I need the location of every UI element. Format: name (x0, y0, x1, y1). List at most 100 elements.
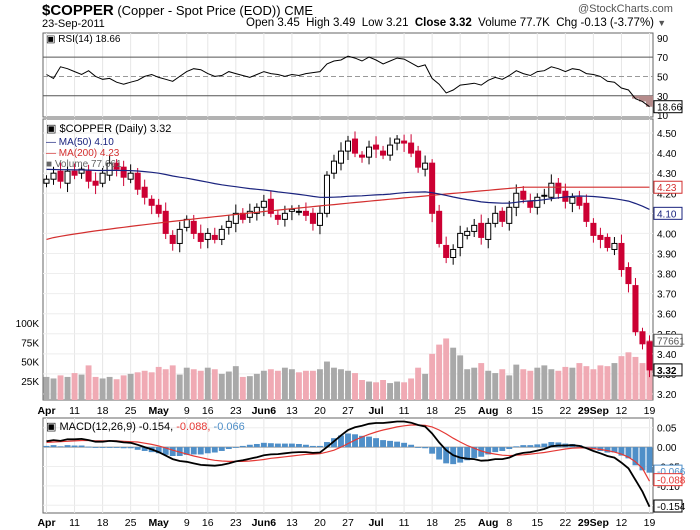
price-tick-label: 3.60 (657, 310, 677, 321)
svg-text:18.66: 18.66 (657, 103, 682, 114)
volume-bar (513, 364, 520, 400)
x-axis-label: 18 (97, 405, 109, 417)
candle-body (337, 150, 345, 164)
volume-bar (366, 381, 372, 400)
macd-histogram-bar (309, 445, 316, 448)
candle-body (597, 234, 604, 240)
high-value: 3.49 (332, 17, 356, 29)
candle-body (436, 210, 443, 244)
price-tick-label: 3.70 (657, 290, 677, 301)
macd-histogram-bar (267, 443, 274, 448)
x-axis-label: 25 (454, 405, 466, 417)
macd-histogram-bar (520, 445, 527, 448)
x-axis-label-bottom: Aug (478, 517, 498, 529)
candle-body (485, 222, 492, 240)
macd-histogram-bar (513, 446, 520, 448)
volume-label: Volume (478, 17, 517, 29)
candle-body (197, 232, 204, 242)
macd-histogram-bar (457, 447, 464, 463)
candle-body (176, 228, 183, 244)
macd-histogram-bar (155, 447, 162, 454)
macd-histogram-bar (338, 435, 344, 448)
macd-histogram-bar (253, 443, 260, 448)
x-axis-label-bottom: 16 (202, 517, 214, 529)
volume-bar (359, 380, 365, 400)
ma200-last-value: 4.23 (653, 180, 683, 194)
volume-bar (408, 378, 415, 400)
macd-histogram-bar (527, 445, 534, 448)
x-axis-label: 18 (426, 405, 438, 417)
x-axis-label-bottom: 15 (531, 517, 543, 529)
volume-bar (64, 376, 71, 400)
volume-bar (394, 381, 401, 400)
macd-histogram-bar (387, 440, 394, 448)
dropdown-icon[interactable]: ▼ (657, 18, 667, 28)
candle-body (64, 170, 71, 184)
volume-tick-label: 50K (21, 358, 39, 369)
volume-bar (534, 367, 541, 400)
macd-histogram-bar (225, 447, 232, 450)
volume-bar (492, 373, 499, 400)
close-value: 3.32 (449, 17, 472, 29)
x-axis-label-bottom: 29Sep (578, 517, 609, 529)
macd-legend: ▣ MACD(12,26,9) -0.154, -0.088, -0.066 (46, 421, 245, 433)
macd-histogram-bar (120, 447, 127, 449)
candle-body (218, 228, 225, 240)
macd-histogram-bar (246, 444, 253, 448)
x-axis-label-bottom: 25 (125, 517, 137, 529)
x-axis-label: 8 (506, 405, 512, 417)
exchange: CME (284, 3, 314, 18)
candle-body (499, 210, 506, 222)
x-axis-label: 16 (202, 405, 214, 417)
x-axis-label-bottom: 11 (399, 517, 410, 529)
volume-bar (155, 366, 162, 400)
volume-bar (548, 369, 555, 400)
price-tick-label: 4.30 (657, 169, 677, 180)
ma50-last-value: 4.10 (653, 206, 683, 220)
svg-text:4.10: 4.10 (657, 209, 677, 220)
macd-histogram-bar (415, 447, 422, 448)
x-axis-label-bottom: 18 (426, 517, 438, 529)
rsi-tick-label: 50 (657, 72, 669, 83)
volume-bar (288, 369, 295, 400)
candle-body (204, 232, 211, 240)
volume-bar (373, 382, 379, 400)
candle-body (120, 166, 127, 178)
volume-bar (464, 369, 471, 400)
rsi-line (46, 55, 650, 108)
candle-body (429, 162, 436, 214)
volume-bar (443, 338, 450, 400)
rsi-last-value: 18.66 (653, 100, 683, 114)
volume-bar (555, 370, 562, 400)
candle-body (380, 150, 387, 156)
candle-body (457, 232, 464, 248)
candle-body (274, 214, 281, 220)
candle-body (520, 190, 527, 200)
macd-histogram-bar (639, 447, 646, 471)
macd-histogram-bar (134, 447, 141, 450)
close-label: Close (414, 17, 447, 29)
macd-histogram-bar (295, 443, 302, 448)
x-axis-label-bottom: 12 (616, 517, 628, 529)
macd-histogram-bar (127, 447, 134, 449)
candle-body (169, 234, 176, 244)
macd-histogram-bar (646, 447, 653, 473)
x-axis-label: 11 (399, 405, 410, 417)
candle-body (78, 168, 85, 174)
open-value: 3.45 (277, 17, 300, 29)
candle-body (71, 170, 78, 176)
candle-body (394, 138, 401, 144)
candle-body (548, 182, 555, 198)
price-tick-label: 4.00 (657, 229, 677, 240)
candle-body (618, 242, 625, 271)
candle-body (302, 210, 309, 216)
volume-bar (92, 376, 99, 400)
x-axis-label: Aug (478, 405, 498, 417)
macd-tick-label: 0.00 (657, 443, 677, 454)
rsi-tick-label: 10 (657, 111, 669, 122)
volume-last-value: 77661 (653, 333, 685, 347)
macd-histogram-bar (422, 447, 429, 449)
volume-bar (50, 378, 57, 400)
candle-body (415, 150, 422, 168)
chg-label: Chg (556, 17, 578, 29)
